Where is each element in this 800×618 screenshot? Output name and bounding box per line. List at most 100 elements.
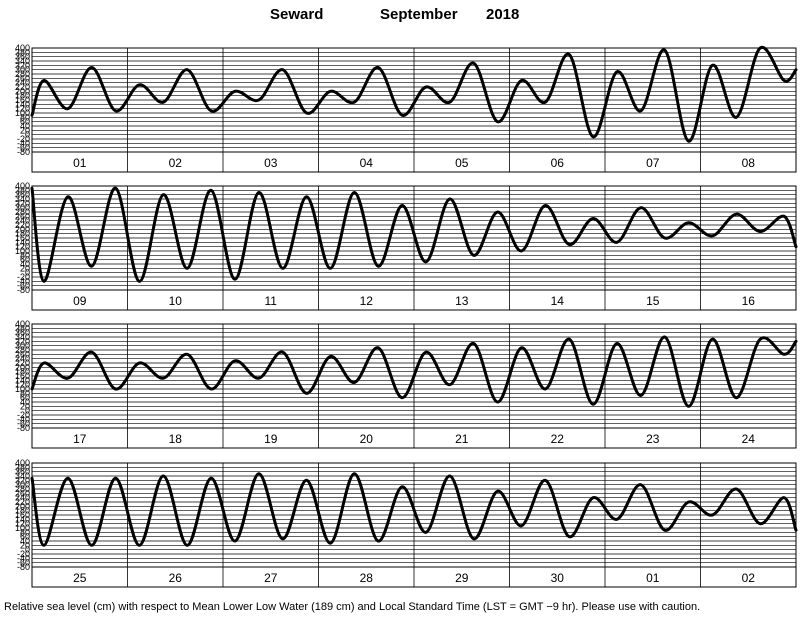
tide-series-line bbox=[30, 45, 798, 143]
y-tick-label: 360 bbox=[15, 328, 30, 338]
y-tick-label: 200 bbox=[15, 86, 30, 96]
tide-series-line bbox=[30, 186, 798, 283]
y-tick-label: 340 bbox=[15, 332, 30, 342]
day-label: 25 bbox=[73, 571, 87, 585]
y-tick-label: 200 bbox=[15, 224, 30, 234]
y-tick-label: 280 bbox=[15, 207, 30, 217]
y-tick-label: 240 bbox=[15, 354, 30, 364]
y-tick-label: -80 bbox=[17, 285, 30, 295]
y-tick-label: 80 bbox=[20, 527, 30, 537]
y-tick-label: 20 bbox=[20, 263, 30, 273]
y-tick-label: 260 bbox=[15, 211, 30, 221]
tide-series-line bbox=[30, 335, 798, 408]
y-tick-label: 40 bbox=[20, 121, 30, 131]
y-tick-label: -20 bbox=[17, 410, 30, 420]
y-tick-label: 0 bbox=[25, 130, 30, 140]
day-label: 11 bbox=[265, 294, 278, 308]
y-tick-label: 120 bbox=[15, 242, 30, 252]
y-tick-label: 260 bbox=[15, 73, 30, 83]
y-tick-label: -40 bbox=[17, 276, 30, 286]
y-tick-label: 160 bbox=[15, 95, 30, 105]
y-tick-label: 100 bbox=[15, 246, 30, 256]
day-label: 29 bbox=[455, 571, 469, 585]
day-label: 02 bbox=[742, 571, 756, 585]
y-tick-label: -40 bbox=[17, 414, 30, 424]
y-tick-label: 120 bbox=[15, 519, 30, 529]
y-tick-label: 180 bbox=[15, 367, 30, 377]
y-tick-label: 100 bbox=[15, 108, 30, 118]
y-tick-label: 380 bbox=[15, 47, 30, 57]
y-tick-label: 280 bbox=[15, 345, 30, 355]
y-tick-label: 220 bbox=[15, 358, 30, 368]
y-tick-label: 100 bbox=[15, 384, 30, 394]
y-tick-label: -20 bbox=[17, 549, 30, 559]
year-title: 2018 bbox=[486, 6, 520, 23]
y-tick-label: 320 bbox=[15, 336, 30, 346]
y-tick-label: -80 bbox=[17, 423, 30, 433]
y-tick-label: 180 bbox=[15, 506, 30, 516]
day-label: 22 bbox=[551, 432, 565, 446]
day-label: 08 bbox=[742, 156, 756, 170]
day-label: 10 bbox=[169, 294, 183, 308]
y-tick-label: 120 bbox=[15, 380, 30, 390]
y-tick-label: 0 bbox=[25, 545, 30, 555]
y-tick-label: 220 bbox=[15, 82, 30, 92]
y-tick-label: 320 bbox=[15, 60, 30, 70]
day-label: 17 bbox=[73, 432, 87, 446]
y-tick-label: 300 bbox=[15, 480, 30, 490]
day-label: 09 bbox=[73, 294, 87, 308]
day-label: 06 bbox=[551, 156, 565, 170]
y-tick-label: 160 bbox=[15, 510, 30, 520]
y-tick-label: 120 bbox=[15, 104, 30, 114]
day-label: 05 bbox=[455, 156, 469, 170]
day-label: 21 bbox=[455, 432, 469, 446]
y-tick-label: 340 bbox=[15, 471, 30, 481]
y-tick-label: 240 bbox=[15, 78, 30, 88]
y-tick-label: -40 bbox=[17, 138, 30, 148]
y-tick-label: 320 bbox=[15, 475, 30, 485]
y-tick-label: 40 bbox=[20, 536, 30, 546]
y-tick-label: 360 bbox=[15, 190, 30, 200]
day-label: 19 bbox=[264, 432, 278, 446]
y-tick-label: 100 bbox=[15, 523, 30, 533]
station-title: Seward bbox=[270, 6, 324, 23]
y-tick-label: -60 bbox=[17, 558, 30, 568]
y-tick-label: 0 bbox=[25, 406, 30, 416]
y-tick-label: 400 bbox=[15, 319, 30, 329]
y-tick-label: 400 bbox=[15, 43, 30, 53]
y-tick-label: 60 bbox=[20, 117, 30, 127]
y-tick-label: -20 bbox=[17, 134, 30, 144]
y-tick-label: 340 bbox=[15, 194, 30, 204]
y-tick-label: -60 bbox=[17, 281, 30, 291]
day-label: 28 bbox=[360, 571, 374, 585]
y-tick-label: 20 bbox=[20, 540, 30, 550]
y-tick-label: 300 bbox=[15, 341, 30, 351]
day-label: 15 bbox=[646, 294, 660, 308]
y-tick-label: 160 bbox=[15, 371, 30, 381]
y-tick-label: 380 bbox=[15, 185, 30, 195]
day-label: 18 bbox=[169, 432, 183, 446]
y-tick-label: 200 bbox=[15, 501, 30, 511]
y-tick-label: 60 bbox=[20, 255, 30, 265]
day-label: 14 bbox=[551, 294, 565, 308]
month-title: September bbox=[380, 6, 458, 23]
y-tick-label: 40 bbox=[20, 259, 30, 269]
y-tick-label: 300 bbox=[15, 65, 30, 75]
y-tick-label: -20 bbox=[17, 272, 30, 282]
day-label: 23 bbox=[646, 432, 660, 446]
y-tick-label: 80 bbox=[20, 250, 30, 260]
y-tick-label: 380 bbox=[15, 462, 30, 472]
day-label: 16 bbox=[742, 294, 756, 308]
day-label: 20 bbox=[360, 432, 374, 446]
y-tick-label: 180 bbox=[15, 91, 30, 101]
y-tick-label: 180 bbox=[15, 229, 30, 239]
y-tick-label: 220 bbox=[15, 220, 30, 230]
y-tick-label: 260 bbox=[15, 349, 30, 359]
day-label: 26 bbox=[169, 571, 183, 585]
tide-series-line bbox=[30, 472, 798, 547]
y-tick-label: 240 bbox=[15, 493, 30, 503]
y-tick-label: -60 bbox=[17, 143, 30, 153]
y-tick-label: 140 bbox=[15, 514, 30, 524]
y-tick-label: 240 bbox=[15, 216, 30, 226]
